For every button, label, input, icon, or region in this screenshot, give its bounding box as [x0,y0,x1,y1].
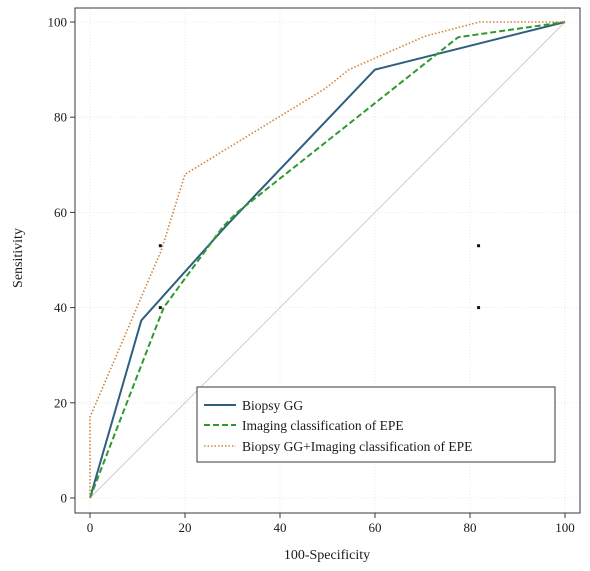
series-layer [89,21,566,499]
y-axis-title: Sensitivity [11,228,26,288]
y-tick-label: 80 [54,110,67,125]
x-tick-label: 0 [87,520,94,535]
legend: Biopsy GG Imaging classification of EPE … [196,386,556,463]
series-line-imaging-classification [89,21,566,499]
y-tick-label: 40 [54,300,67,315]
x-tick-label: 80 [464,520,477,535]
x-tick-label: 60 [369,520,382,535]
legend-label-biopsy-gg: Biopsy GG [242,398,303,413]
y-tick-label: 100 [48,15,68,30]
y-axis-ticks: 0 20 40 60 80 100 [48,15,75,506]
plot-frame [74,7,581,514]
x-axis-title: 100-Specificity [284,548,370,563]
x-tick-label: 20 [179,520,192,535]
y-tick-label: 20 [54,395,67,410]
x-axis-ticks: 0 20 40 60 80 100 [87,513,575,535]
legend-box [196,386,556,463]
series-line-combined [89,21,565,498]
y-tick-label: 60 [54,205,67,220]
point-marker [158,244,162,248]
grid-lines [75,8,580,513]
legend-label-combined: Biopsy GG+Imaging classification of EPE [242,439,472,454]
reference-diagonal-line [89,21,566,499]
y-tick-label: 0 [61,491,68,506]
x-tick-label: 40 [274,520,287,535]
point-marker [477,244,481,248]
point-marker [158,306,162,310]
point-marker [477,306,481,310]
marker-layer [158,244,481,310]
legend-label-imaging-classification: Imaging classification of EPE [242,418,404,433]
x-tick-label: 100 [555,520,575,535]
